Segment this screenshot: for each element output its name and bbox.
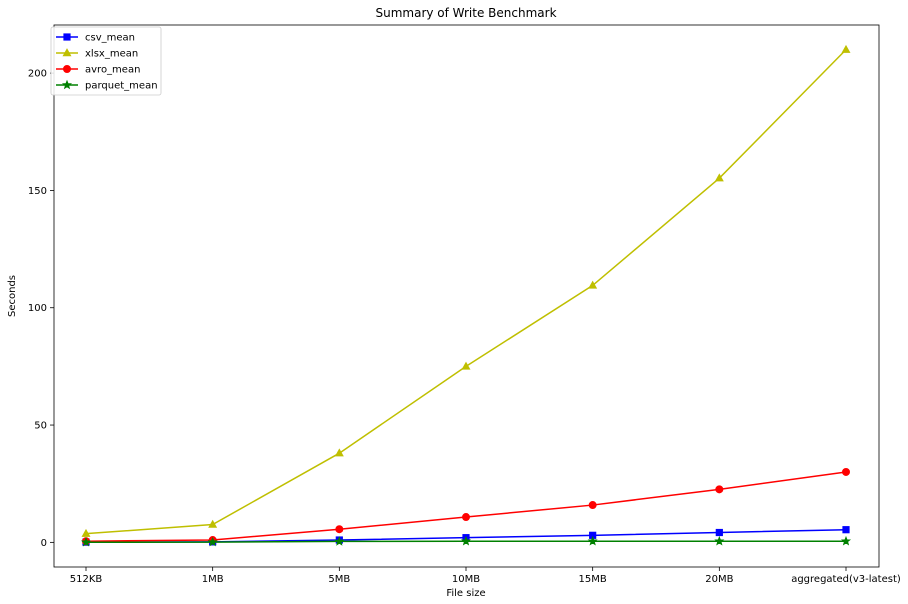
data-point-xlsx_mean [334, 448, 344, 457]
data-point-parquet_mean [207, 536, 218, 547]
legend-marker-csv_mean [63, 33, 71, 41]
data-point-xlsx_mean [208, 519, 218, 528]
y-tick-label: 0 [41, 538, 47, 549]
data-point-parquet_mean [714, 535, 725, 546]
series-parquet_mean [80, 535, 852, 547]
y-tick-label: 100 [28, 303, 47, 314]
data-point-avro_mean [588, 501, 597, 510]
y-tick-label: 50 [34, 421, 47, 432]
x-tick-label: 10MB [452, 574, 480, 585]
x-tick-label: 512KB [70, 574, 103, 585]
chart-title: Summary of Write Benchmark [375, 6, 556, 20]
legend-marker-parquet_mean [61, 79, 73, 90]
y-axis: 0 50 100 150 200 [28, 69, 54, 549]
x-axis-label: File size [446, 588, 485, 599]
legend-marker-xlsx_mean [62, 48, 72, 57]
x-tick-label: aggregated(v3-latest) [791, 574, 901, 585]
legend-marker-avro_mean [63, 65, 72, 74]
data-point-xlsx_mean [588, 280, 598, 289]
x-tick-label: 5MB [328, 574, 350, 585]
x-tick-label: 15MB [579, 574, 607, 585]
data-point-avro_mean [842, 467, 851, 476]
legend-label-parquet_mean: parquet_mean [85, 81, 158, 92]
legend-label-csv_mean: csv_mean [85, 33, 135, 44]
plot-frame [53, 24, 880, 568]
data-point-parquet_mean [840, 535, 852, 546]
y-axis-label: Seconds [7, 275, 18, 317]
data-point-avro_mean [715, 485, 724, 494]
data-point-csv_mean [842, 526, 850, 534]
y-tick-label: 150 [28, 186, 47, 197]
x-axis: 512KB 1MB 5MB 10MB 15MB 20MB aggregated(v3-lat… [70, 567, 901, 585]
y-tick-label: 200 [28, 69, 47, 80]
plot-area [53, 24, 880, 568]
data-point-csv_mean [715, 528, 723, 537]
data-point-parquet_mean [587, 535, 598, 546]
x-tick-label: 1MB [202, 574, 224, 585]
data-point-xlsx_mean [461, 361, 471, 370]
legend-box [50, 26, 162, 96]
data-point-xlsx_mean [841, 44, 851, 53]
x-tick-label: 20MB [705, 574, 733, 585]
legend-label-xlsx_mean: xlsx_mean [85, 49, 138, 60]
legend: csv_mean xlsx_mean avro_mean parquet_mean [50, 26, 162, 96]
data-point-parquet_mean [80, 536, 92, 547]
series-xlsx_mean [81, 44, 851, 537]
data-point-xlsx_mean [714, 173, 724, 182]
data-point-parquet_mean [460, 535, 472, 546]
data-point-xlsx_mean [81, 528, 91, 537]
series-layer [80, 44, 852, 547]
legend-label-avro_mean: avro_mean [85, 65, 140, 76]
data-point-avro_mean [335, 525, 344, 534]
data-point-avro_mean [461, 513, 470, 522]
data-point-parquet_mean [334, 536, 345, 546]
